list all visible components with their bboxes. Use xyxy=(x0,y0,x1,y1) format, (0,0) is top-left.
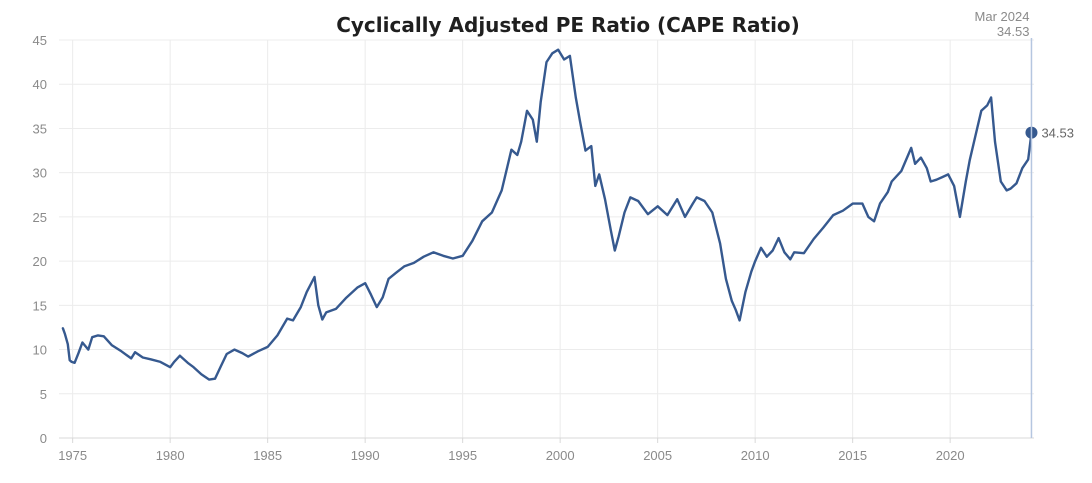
x-tick-label: 2010 xyxy=(741,448,770,463)
x-tick-label: 2005 xyxy=(643,448,672,463)
annotation-value: 34.53 xyxy=(997,24,1030,39)
chart-title: Cyclically Adjusted PE Ratio (CAPE Ratio… xyxy=(336,13,800,37)
y-tick-label: 45 xyxy=(33,33,47,48)
annotation-date: Mar 2024 xyxy=(975,9,1030,24)
x-tick-label: 2015 xyxy=(838,448,867,463)
grid-layer xyxy=(59,39,1034,439)
x-tick-label: 2020 xyxy=(936,448,965,463)
axis-layer: 0 5 10 15 20 25 30 35 40 45 1975 1980 1985 1990 1995 20… xyxy=(33,33,1034,463)
cape-series-line xyxy=(61,48,1033,381)
x-tick-label: 1980 xyxy=(156,448,185,463)
y-tick-label: 5 xyxy=(40,387,47,402)
y-tick-label: 40 xyxy=(33,77,47,92)
last-value-label: 34.53 xyxy=(1041,126,1074,141)
y-tick-label: 25 xyxy=(33,210,47,225)
y-tick-label: 10 xyxy=(33,343,47,358)
y-tick-label: 15 xyxy=(33,298,47,313)
x-tick-label: 2000 xyxy=(546,448,575,463)
y-tick-label: 30 xyxy=(33,166,47,181)
x-tick-label: 1990 xyxy=(351,448,380,463)
x-tick-label: 1985 xyxy=(253,448,282,463)
y-tick-label: 35 xyxy=(33,121,47,136)
x-tick-label: 1975 xyxy=(58,448,87,463)
series-layer xyxy=(61,48,1038,381)
x-tick-label: 1995 xyxy=(448,448,477,463)
y-tick-label: 0 xyxy=(40,431,47,446)
y-tick-label: 20 xyxy=(33,254,47,269)
